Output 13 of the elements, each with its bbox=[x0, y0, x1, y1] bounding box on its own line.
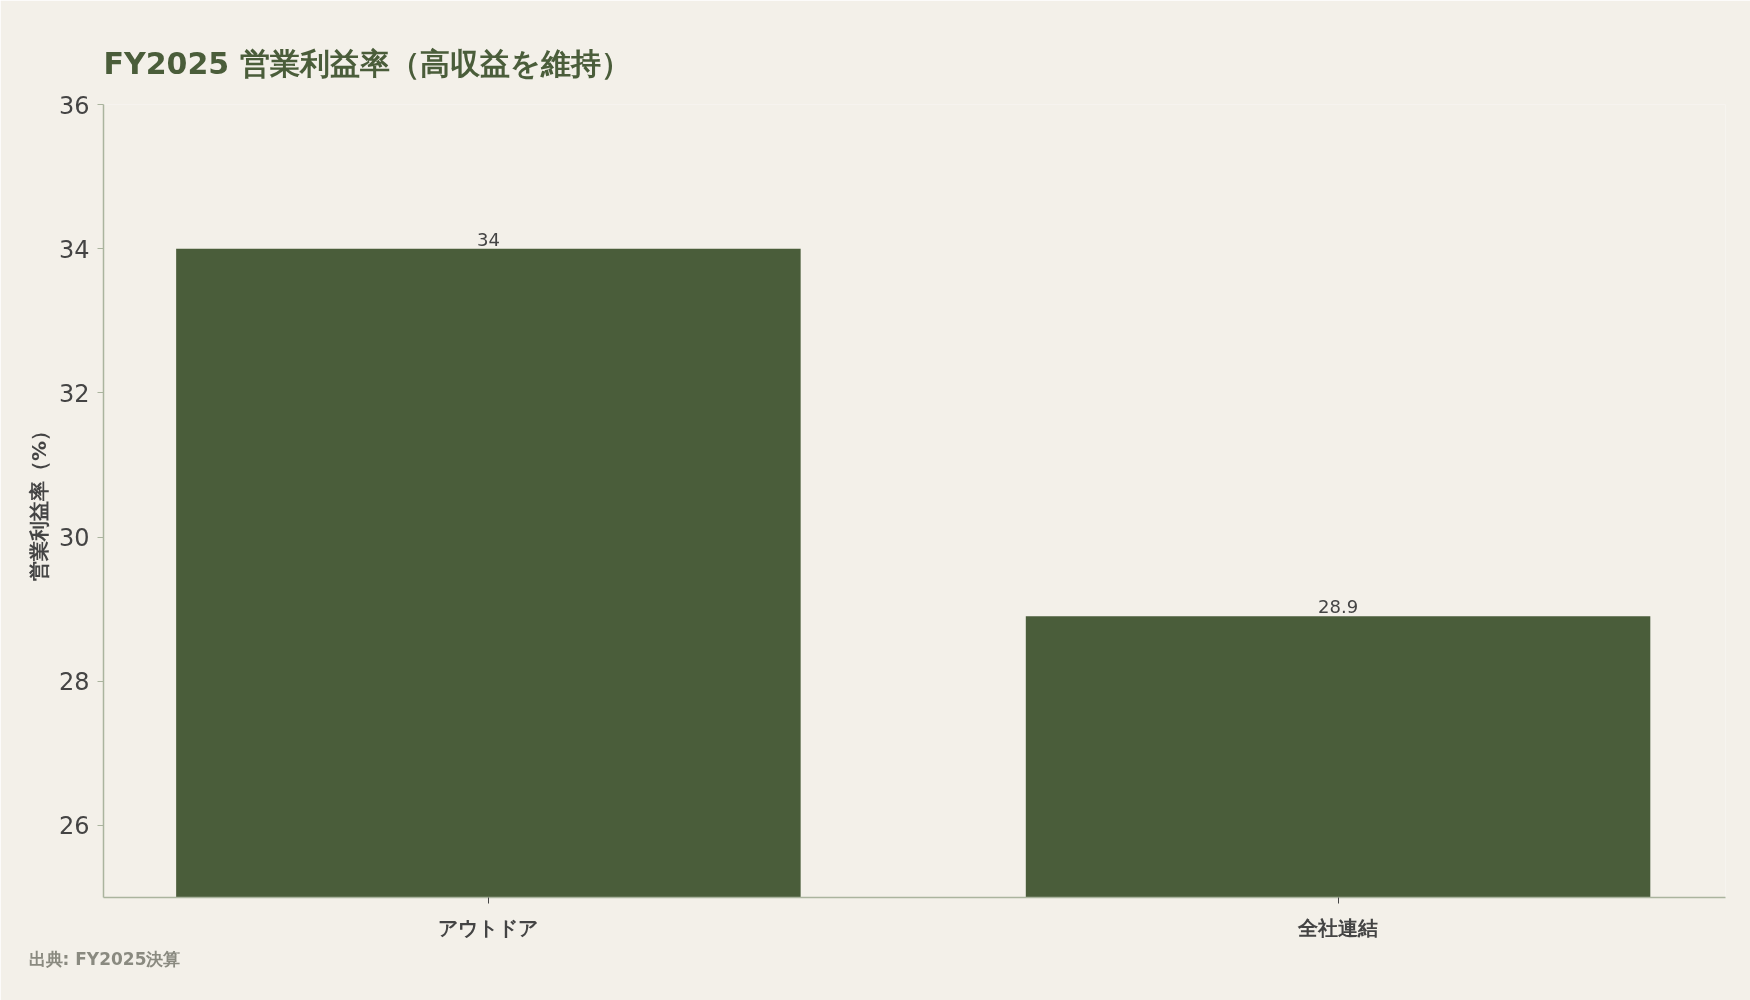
y-tick-label: 30 bbox=[58, 524, 90, 553]
y-tick-label: 26 bbox=[58, 812, 90, 841]
source-note: 出典: FY2025決算 bbox=[28, 948, 181, 969]
data-label: 34 bbox=[476, 228, 500, 250]
y-tick-label: 34 bbox=[58, 235, 90, 264]
chart-title: FY2025 営業利益率（高収益を維持） bbox=[103, 46, 631, 81]
y-tick-label: 32 bbox=[58, 379, 90, 408]
y-axis-title: 営業利益率（%） bbox=[26, 420, 51, 582]
x-tick-label: 全社連結 bbox=[1297, 915, 1379, 940]
data-label: 28.9 bbox=[1318, 596, 1359, 618]
y-tick-label: 28 bbox=[58, 668, 90, 697]
y-tick-label: 36 bbox=[58, 91, 90, 120]
x-tick-label: アウトドア bbox=[438, 915, 539, 940]
